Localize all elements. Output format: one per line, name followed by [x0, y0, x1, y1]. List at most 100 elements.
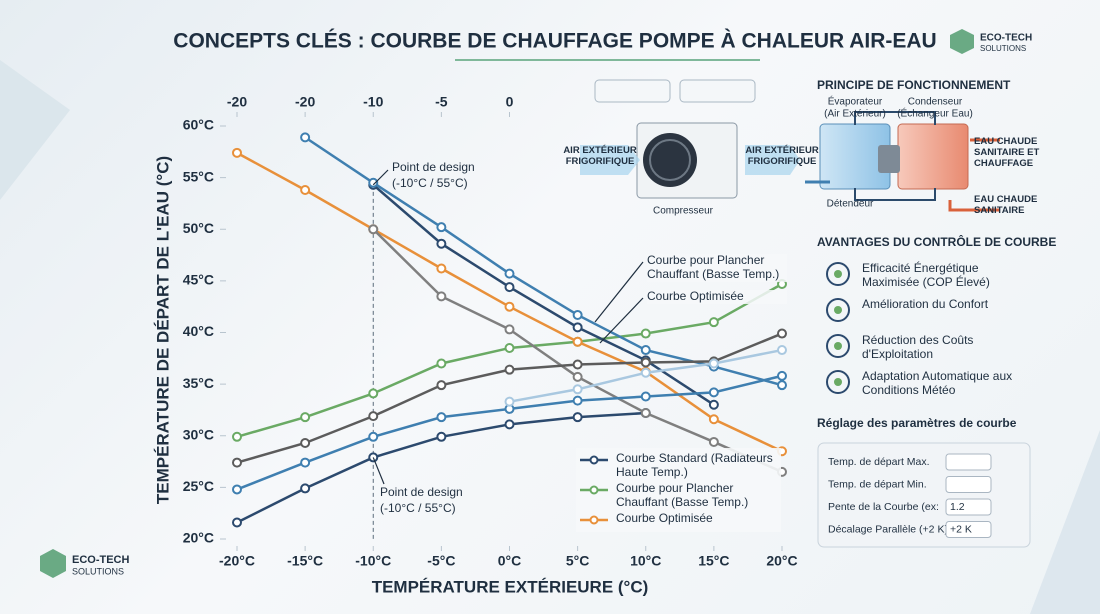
diagram-label: AIR EXTÉRIEUR FRIGORIFIQUE	[745, 145, 819, 167]
data-point	[232, 517, 242, 528]
data-point	[572, 336, 583, 347]
data-point	[436, 431, 447, 442]
callout-label: Courbe pour Plancher Chauffant (Basse Te…	[647, 253, 787, 282]
x-tick-label: 10°C	[630, 553, 661, 569]
brand-name: ECO-TECH	[980, 33, 1032, 44]
annotation-arrow	[372, 457, 385, 485]
x-tick-label: -5°C	[427, 553, 455, 569]
setting-label: Temp. de départ Min.	[828, 478, 927, 490]
data-point	[300, 483, 311, 494]
setting-label: Décalage Parallèle (+2 K)	[828, 523, 948, 535]
setting-input	[945, 521, 992, 538]
setting-value: 1.2	[950, 501, 965, 513]
data-point	[572, 412, 583, 423]
advantage-text: Amélioration du Confort	[862, 297, 989, 311]
setting-input	[945, 498, 992, 516]
legend-label: Courbe Optimisée	[616, 511, 713, 525]
x2-tick-label: -5	[435, 94, 448, 110]
y-axis-title: TEMPÉRATURE DE DÉPART DE L'EAU (°C)	[153, 156, 172, 504]
data-point	[504, 301, 515, 312]
data-point	[300, 457, 311, 468]
diagram-label: Évaporateur	[828, 95, 883, 108]
diagram-label: Compresseur	[653, 206, 714, 217]
icon-panel	[594, 79, 671, 103]
setting-value: +2 K	[950, 523, 972, 535]
page-title: CONCEPTS CLÉS : COURBE DE CHAUFFAGE POMP…	[173, 30, 936, 53]
x2-tick-label: 0	[506, 94, 514, 110]
brand-name: ECO-TECH	[72, 554, 130, 566]
pipe	[854, 188, 936, 201]
data-point	[436, 412, 447, 423]
y-tick-label: 30°C	[183, 426, 214, 442]
logo-icon	[950, 29, 974, 54]
annotation: (-10°C / 55°C)	[392, 176, 468, 190]
section-title: PRINCIPE DE FONCTIONNEMENT	[817, 78, 1011, 92]
data-point	[777, 328, 787, 339]
air-arrow	[745, 145, 800, 175]
data-point	[572, 384, 583, 395]
y-tick-label: 45°C	[183, 272, 214, 288]
y-tick-label: 20°C	[183, 530, 214, 546]
data-point	[436, 380, 447, 391]
x-tick-label: 15°C	[698, 553, 729, 569]
data-point	[232, 484, 242, 495]
x-tick-label: -20°C	[219, 553, 255, 569]
data-point	[368, 411, 379, 422]
advantage-text: Efficacité Énergétique Maximisée (COP Él…	[862, 261, 990, 289]
diagram-label: AIR EXTÉRIEUR FRIGORIFIQUE	[563, 145, 637, 167]
hot-arrow	[948, 200, 1000, 212]
brand-sub: SOLUTIONS	[980, 44, 1026, 53]
annotation: Point de design	[380, 485, 463, 499]
data-point	[300, 132, 311, 143]
data-point	[368, 177, 379, 188]
advantage-text: Réduction des Coûts d'Exploitation	[862, 333, 974, 361]
callout-label: Courbe Optimisée	[647, 289, 787, 304]
data-point	[640, 357, 651, 368]
legend-swatch	[589, 515, 599, 525]
x2-tick-label: -20	[227, 94, 247, 110]
x-tick-label: 0°C	[498, 553, 522, 569]
data-point	[708, 358, 719, 369]
data-point	[504, 396, 515, 407]
pipe	[854, 111, 936, 125]
advantage-icon	[826, 370, 850, 394]
decor	[1030, 430, 1100, 614]
y-tick-label: 40°C	[183, 323, 214, 339]
data-point	[232, 147, 242, 158]
data-point	[368, 224, 379, 235]
condenser	[897, 123, 969, 190]
diagram-label: Condenseur	[908, 97, 963, 108]
advantage-icon	[826, 298, 850, 322]
y-tick-label: 60°C	[183, 117, 214, 133]
x2-tick-label: -10	[363, 94, 383, 110]
setting-input	[945, 476, 992, 493]
section-title: Réglage des paramètres de courbe	[817, 416, 1017, 430]
diagram-label: (Air Extérieur)	[824, 109, 886, 120]
advantage-icon	[834, 270, 842, 278]
data-point	[436, 238, 447, 249]
data-point	[504, 342, 515, 353]
advantage-icon	[834, 378, 842, 386]
data-point	[504, 364, 515, 375]
data-point	[777, 370, 787, 381]
x-tick-label: 20°C	[766, 553, 797, 569]
data-point	[708, 436, 719, 447]
section-title: AVANTAGES DU CONTRÔLE DE COURBE	[817, 234, 1056, 249]
data-point	[300, 412, 311, 423]
series-line	[372, 183, 715, 406]
advantage-text: Adaptation Automatique aux Conditions Mé…	[862, 369, 1013, 397]
data-point	[232, 431, 242, 442]
setting-label: Pente de la Courbe (ex:	[828, 501, 939, 513]
data-point	[368, 388, 379, 399]
brand-sub: SOLUTIONS	[72, 566, 124, 576]
legend-box	[576, 448, 781, 532]
callout-line	[599, 297, 644, 344]
data-point	[708, 399, 719, 410]
fan-grill	[649, 139, 691, 181]
data-point	[504, 268, 515, 279]
data-point	[640, 408, 651, 419]
data-point	[640, 391, 651, 402]
data-point	[572, 371, 583, 382]
data-point	[572, 395, 583, 406]
data-point	[572, 359, 583, 370]
